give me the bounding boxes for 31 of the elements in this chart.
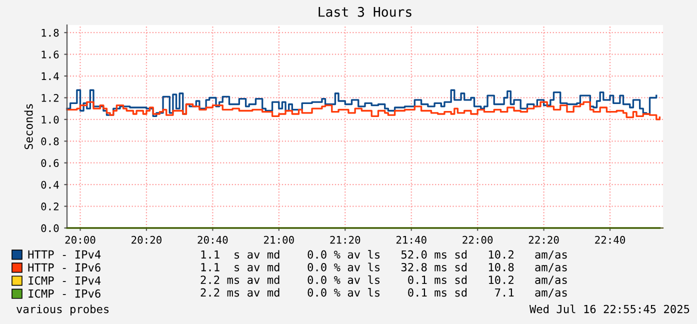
x-tick-label: 20:40	[198, 236, 228, 244]
text: various probes	[16, 304, 109, 316]
legend-label: ICMP - IPv4	[28, 276, 101, 285]
x-tick-label: 20:00	[65, 236, 96, 244]
y-tick-label: 0.2	[41, 202, 58, 210]
x-tick-label: 22:20	[528, 236, 559, 244]
text: 2.2 ms av md 0.0 % av ls 0.1 ms sd 10.2 am/as	[200, 275, 567, 285]
text: 2.2 ms av md 0.0 % av ls 0.1 ms sd 7.1 am/as	[200, 288, 567, 298]
text: Wed Jul 16 22:55:45 2025	[529, 304, 690, 314]
y-tick-label: 1.4	[42, 72, 59, 80]
y-axis-title: Seconds	[24, 104, 33, 150]
x-tick-label: 20:20	[132, 236, 162, 244]
y-tick-label: 1.8	[42, 28, 59, 37]
y-tick-label: 0.6	[41, 159, 59, 167]
y-tick-label: 0.8	[41, 137, 59, 146]
legend-label: HTTP - IPv6	[28, 263, 100, 272]
y-tick-label: 0.4	[41, 180, 59, 189]
text: 1.1 s av md 0.0 % av ls 52.0 ms sd 10.2 am/as	[201, 250, 567, 260]
y-tick-label: 1.6	[42, 50, 59, 58]
legend-label: HTTP - IPv4	[28, 250, 101, 258]
x-tick-label: 21:20	[330, 236, 360, 244]
text: 1.1 s av md 0.0 % av ls 32.8 ms sd 10.8 am/as	[201, 262, 567, 272]
x-tick-label: 21:00	[264, 236, 294, 244]
chart-title: Last 3 Hours	[318, 6, 412, 17]
x-tick-label: 22:00	[462, 236, 493, 244]
y-tick-label: 0.0	[41, 224, 59, 232]
legend-label: ICMP - IPv6	[28, 289, 100, 298]
x-tick-label: 21:40	[396, 236, 426, 244]
y-tick-label: 1.2	[42, 94, 58, 102]
y-tick-label: 1.0	[42, 116, 59, 124]
x-tick-label: 22:40	[595, 236, 626, 244]
